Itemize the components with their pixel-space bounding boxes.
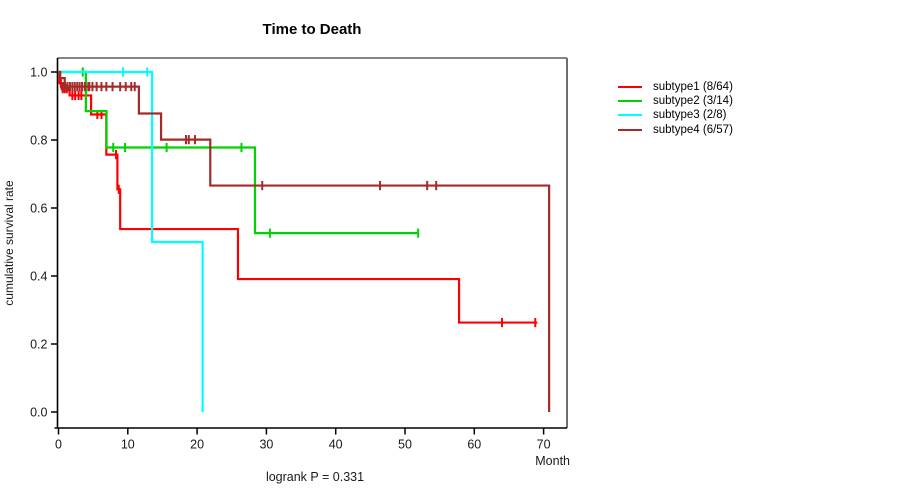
legend-swatch-subtype1: [618, 86, 642, 89]
x-axis-tick-label: 0: [55, 438, 62, 452]
y-axis-tick-label: 0.6: [30, 201, 47, 215]
x-axis-tick-label: 30: [259, 438, 273, 452]
legend: subtype1 (8/64) subtype2 (3/14) subtype3…: [618, 80, 733, 137]
x-axis-tick-label: 10: [121, 438, 135, 452]
y-axis-tick-label: 0.0: [30, 405, 47, 419]
legend-swatch-subtype2: [618, 100, 642, 103]
legend-label: subtype4 (6/57): [653, 123, 733, 136]
km-curve-subtype3: [58, 70, 204, 412]
y-axis-tick-label: 1.0: [30, 65, 47, 79]
y-axis-tick-label: 0.8: [30, 133, 47, 147]
x-axis-tick-label: 70: [537, 438, 551, 452]
y-axis-label: cumulative survival rate: [2, 180, 16, 306]
y-axis-tick-label: 0.4: [30, 269, 47, 283]
legend-item: subtype2 (3/14): [618, 94, 733, 108]
logrank-p-value: logrank P = 0.331: [265, 470, 365, 484]
legend-label: subtype3 (2/8): [653, 109, 727, 122]
x-axis-tick-label: 60: [467, 438, 481, 452]
chart-title: Time to Death: [262, 21, 362, 38]
legend-item: subtype4 (6/57): [618, 123, 733, 137]
km-curve-subtype4: [58, 70, 551, 412]
legend-item: subtype3 (2/8): [618, 108, 733, 122]
legend-item: subtype1 (8/64): [618, 80, 733, 94]
legend-swatch-subtype4: [618, 128, 642, 131]
x-axis-tick-label: 40: [329, 438, 343, 452]
km-curve-subtype2: [58, 70, 419, 235]
x-axis-tick-label: 20: [190, 438, 204, 452]
x-axis-tick-label: 50: [398, 438, 412, 452]
legend-label: subtype2 (3/14): [653, 95, 733, 108]
legend-label: subtype1 (8/64): [653, 81, 733, 94]
legend-swatch-subtype3: [618, 114, 642, 117]
x-axis-month-label: Month: [535, 454, 570, 468]
y-axis-tick-label: 0.2: [30, 337, 47, 351]
km-curve-subtype1: [58, 70, 538, 324]
